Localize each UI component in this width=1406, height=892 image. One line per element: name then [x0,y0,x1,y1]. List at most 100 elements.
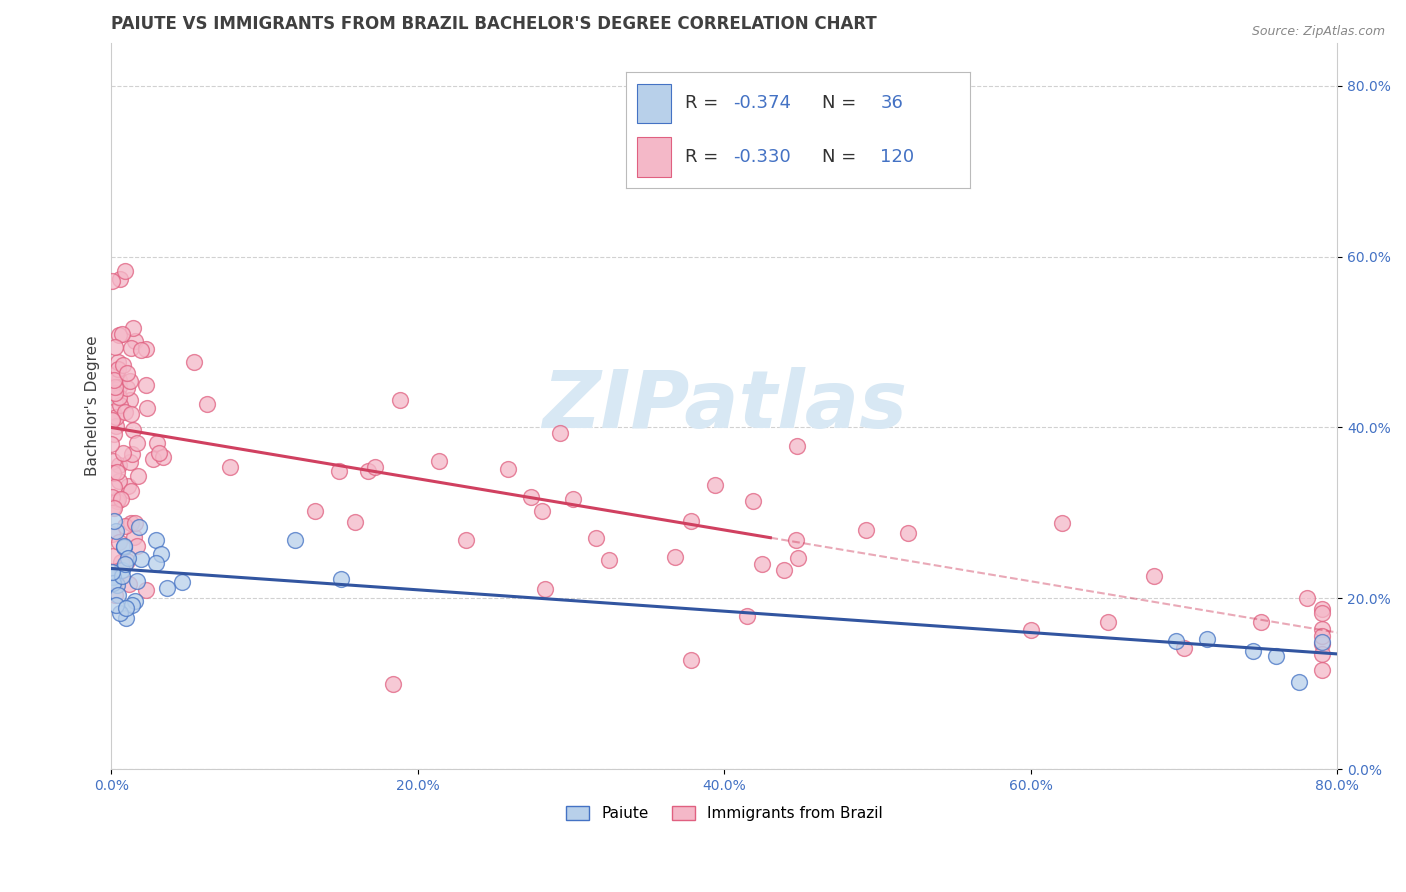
Point [105,493,128,508]
Point [108,475,131,489]
Point [145,533,167,548]
Point [107,380,129,394]
Point [115,601,138,615]
Point [128,520,150,534]
Point [427,454,450,468]
Y-axis label: Bachelor's Degree: Bachelor's Degree [86,335,100,476]
Point [1288,674,1310,689]
Point [105,466,128,480]
Point [101,566,124,580]
Point [111,563,134,577]
Point [103,427,125,442]
Point [785,533,807,547]
Point [787,551,810,566]
Point [664,549,686,564]
Point [118,454,141,468]
Point [101,570,124,584]
Point [152,450,174,465]
Point [786,439,808,453]
Point [195,396,218,410]
Point [145,557,167,571]
Point [124,516,146,530]
Point [382,677,405,691]
Point [1310,607,1333,621]
Point [1019,623,1042,637]
Point [1173,640,1195,655]
Point [357,464,380,478]
Point [103,466,125,480]
Point [343,515,366,529]
Point [108,390,131,404]
Point [107,491,129,506]
Point [118,576,141,591]
Point [103,373,125,387]
Point [110,555,132,569]
Point [1166,633,1188,648]
Point [155,582,177,596]
Point [122,530,145,544]
Point [101,500,124,515]
Point [111,446,134,460]
Point [120,341,142,355]
Point [120,516,142,530]
Point [107,588,129,602]
Point [114,557,136,571]
Point [101,405,124,419]
Point [1142,569,1164,583]
Point [125,539,148,553]
Point [121,423,143,437]
Point [105,599,128,613]
Point [101,527,124,541]
Point [183,354,205,368]
Point [121,598,143,612]
Point [561,492,583,507]
Point [110,606,132,620]
Point [118,392,141,407]
Point [585,531,607,545]
Point [110,398,132,412]
Point [111,569,134,583]
Point [117,550,139,565]
Point [111,358,134,372]
Point [530,504,553,518]
Point [101,274,124,288]
Point [129,343,152,358]
Point [1050,516,1073,530]
Point [135,582,157,597]
Point [108,272,131,286]
Point [127,469,149,483]
Point [330,573,353,587]
Point [104,385,127,400]
Point [107,362,129,376]
Point [328,463,350,477]
Point [112,540,135,554]
Point [735,608,758,623]
Point [1295,591,1317,606]
Point [135,378,157,392]
Point [1310,647,1333,661]
Point [304,504,326,518]
Point [114,263,136,277]
Point [101,570,124,584]
Point [125,436,148,450]
Point [145,435,167,450]
Point [105,367,128,381]
Point [456,533,478,548]
Point [1310,635,1333,649]
Point [897,526,920,541]
Point [122,321,145,335]
Point [741,494,763,508]
Point [148,446,170,460]
Point [108,458,131,473]
Point [679,653,702,667]
Point [120,407,142,421]
Point [104,419,127,434]
Point [124,334,146,348]
Point [218,459,240,474]
Legend: Paiute, Immigrants from Brazil: Paiute, Immigrants from Brazil [560,800,889,827]
Point [120,374,142,388]
Point [114,611,136,625]
Point [1310,622,1333,636]
Point [101,549,124,563]
Point [170,574,193,589]
